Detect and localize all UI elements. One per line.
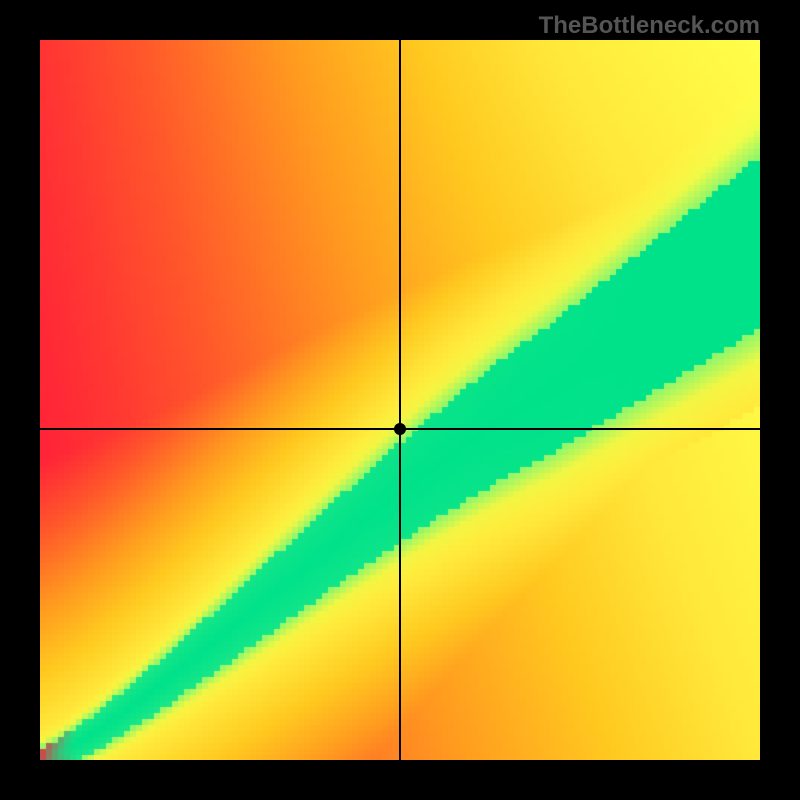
chart-container: TheBottleneck.com: [0, 0, 800, 800]
watermark-text: TheBottleneck.com: [539, 12, 760, 40]
crosshair-vertical: [399, 40, 401, 760]
crosshair-marker-dot: [394, 423, 406, 435]
